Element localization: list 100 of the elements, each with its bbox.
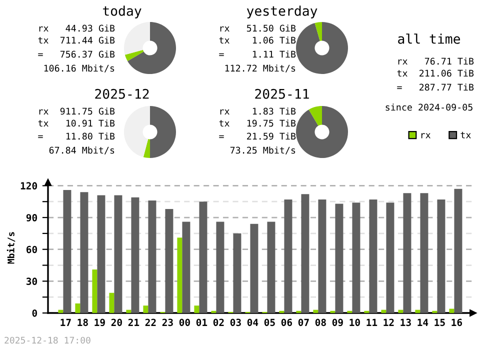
bar bbox=[97, 195, 106, 313]
chart-title: yesterday bbox=[246, 6, 318, 18]
bar bbox=[313, 310, 318, 313]
bar bbox=[165, 209, 174, 313]
y-tick-label: 90 bbox=[26, 214, 37, 222]
text: tx 19.75 TiB bbox=[219, 120, 296, 127]
bar bbox=[143, 306, 148, 313]
bar bbox=[148, 200, 156, 313]
donut-slice bbox=[143, 139, 150, 158]
text: all time bbox=[398, 34, 460, 44]
text: rx 1.83 TiB bbox=[220, 108, 296, 115]
bar bbox=[335, 204, 344, 313]
x-tick-label: 01 bbox=[196, 318, 208, 326]
x-tick-label: 05 bbox=[264, 318, 275, 326]
donut-slice bbox=[296, 22, 348, 74]
bar bbox=[403, 193, 412, 313]
bar bbox=[352, 202, 360, 313]
bar bbox=[449, 308, 454, 313]
text: 112.72 Mbit/s bbox=[225, 64, 296, 72]
bar bbox=[182, 222, 190, 313]
x-tick-label: 13 bbox=[400, 318, 411, 326]
bar bbox=[63, 190, 72, 313]
bar bbox=[131, 197, 140, 313]
text: tx 711.44 GiB bbox=[38, 36, 115, 44]
chart-title: today bbox=[102, 6, 142, 18]
donut-slice bbox=[308, 106, 322, 126]
y-axis-title: Mbit/s bbox=[6, 232, 16, 264]
text: tx 211.06 TiB bbox=[397, 70, 474, 77]
x-tick-label: 07 bbox=[298, 318, 309, 326]
x-tick-label: 17 bbox=[60, 318, 71, 326]
bar bbox=[58, 310, 64, 313]
bar bbox=[194, 306, 200, 313]
x-tick-label: 22 bbox=[145, 318, 156, 326]
x-tick-label: 18 bbox=[78, 318, 88, 326]
donut-slice bbox=[128, 22, 176, 74]
bar bbox=[114, 195, 122, 313]
x-tick-label: 03 bbox=[230, 318, 241, 326]
bar bbox=[369, 199, 378, 313]
x-tick-label: 14 bbox=[418, 318, 428, 326]
x-tick-label: 11 bbox=[366, 318, 378, 326]
text: 67.84 Mbit/s bbox=[49, 146, 114, 154]
x-tick-label: 04 bbox=[247, 318, 258, 326]
bar bbox=[75, 303, 80, 313]
chart-title: 2025-12 bbox=[95, 88, 149, 99]
text: 2025-12-18 17:00 bbox=[4, 336, 90, 344]
bar bbox=[318, 199, 326, 313]
bar bbox=[267, 222, 276, 313]
text: rx 51.50 GiB bbox=[220, 24, 296, 32]
donut-slice bbox=[150, 106, 176, 158]
bar bbox=[301, 194, 310, 313]
bar bbox=[216, 222, 224, 313]
y-tick-label: 0 bbox=[32, 309, 37, 317]
bar bbox=[177, 238, 182, 313]
bar bbox=[386, 202, 394, 313]
chart-title: 2025-11 bbox=[255, 88, 309, 99]
x-tick-label: 16 bbox=[452, 318, 462, 326]
bar bbox=[437, 199, 446, 313]
x-tick-label: 19 bbox=[94, 318, 105, 326]
bar bbox=[199, 202, 208, 313]
text: = 287.77 TiB bbox=[397, 84, 474, 91]
text: rx 76.71 TiB bbox=[398, 58, 474, 65]
text: tx 10.91 TiB bbox=[38, 120, 115, 127]
donut-slice bbox=[124, 50, 144, 62]
bar bbox=[250, 224, 258, 313]
x-tick-label: 20 bbox=[111, 318, 122, 326]
x-tick-label: 23 bbox=[162, 318, 173, 326]
bar bbox=[415, 310, 420, 313]
bar bbox=[381, 310, 386, 313]
text: 106.16 Mbit/s bbox=[44, 64, 114, 72]
y-tick-label: 30 bbox=[26, 278, 37, 286]
text: = 756.37 GiB bbox=[38, 50, 115, 58]
x-tick-label: 09 bbox=[332, 318, 343, 326]
bar bbox=[109, 292, 114, 313]
y-tick-label: 60 bbox=[26, 246, 37, 254]
text: = 1.11 TiB bbox=[219, 50, 296, 58]
text: rx 44.93 GiB bbox=[39, 24, 115, 32]
text: rx 911.75 GiB bbox=[39, 108, 115, 115]
bar bbox=[80, 192, 88, 313]
bar bbox=[284, 199, 292, 313]
bar bbox=[398, 310, 404, 313]
x-tick-label: 10 bbox=[350, 318, 360, 326]
donut-slice bbox=[296, 106, 348, 158]
text: = 11.80 TiB bbox=[38, 132, 115, 140]
donut-slice bbox=[124, 106, 150, 158]
legend-label: tx bbox=[460, 132, 471, 138]
bar bbox=[126, 310, 132, 313]
bar bbox=[233, 233, 242, 313]
x-tick-label: 21 bbox=[128, 318, 140, 326]
y-tick-label: 120 bbox=[20, 182, 37, 190]
bar bbox=[92, 270, 98, 313]
text: tx 1.06 TiB bbox=[219, 36, 296, 44]
x-tick-label: 06 bbox=[281, 318, 292, 326]
donut-slice bbox=[124, 22, 150, 55]
x-tick-label: 12 bbox=[384, 318, 394, 326]
x-tick-label: 00 bbox=[179, 318, 190, 326]
x-tick-label: 02 bbox=[213, 318, 224, 326]
bar bbox=[420, 193, 428, 313]
donut-slice bbox=[314, 22, 322, 42]
legend-label: rx bbox=[421, 133, 430, 138]
x-tick-label: 15 bbox=[434, 318, 445, 326]
